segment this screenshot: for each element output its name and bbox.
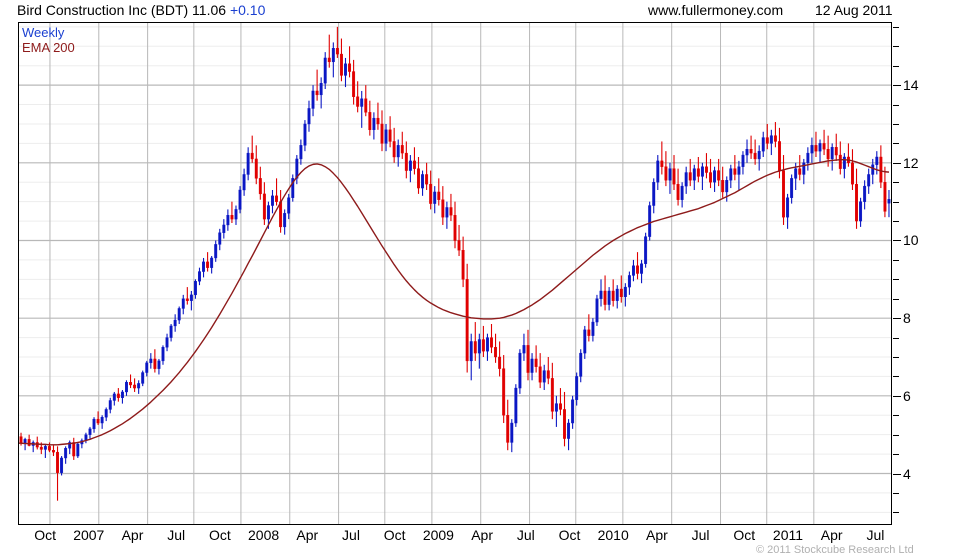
y-axis-tickmark [893, 434, 899, 436]
y-axis-tickmark [893, 46, 899, 48]
price-change: +0.10 [229, 2, 266, 18]
x-axis-label: 2009 [422, 527, 454, 543]
chart-plot-area: Weekly EMA 200 [18, 22, 892, 525]
y-axis-tickmark [893, 221, 899, 223]
x-axis-label: Jul [342, 527, 360, 543]
y-axis-label: 8 [903, 310, 911, 327]
y-axis-label: 12 [903, 154, 919, 171]
x-axis-label: Apr [645, 527, 668, 543]
y-axis-tickmark [893, 318, 901, 320]
y-axis-tickmark [893, 201, 899, 203]
y-axis-tickmark [893, 454, 899, 456]
y-axis-tickmark [893, 240, 901, 242]
chart-date: 12 Aug 2011 [815, 2, 893, 18]
source-website: www.fullermoney.com [648, 2, 784, 18]
chart-header: Bird Construction Inc (BDT) 11.06 +0.10 … [0, 0, 980, 22]
y-axis-tickmark [893, 395, 901, 397]
x-axis: Oct 2007 Apr Jul Oct 2008 Apr Jul Oct 2009 Apr Jul O… [0, 527, 980, 551]
y-axis-label: 14 [903, 77, 919, 94]
legend-item-ema200: EMA 200 [22, 40, 75, 55]
y-axis-tickmark [893, 162, 901, 164]
y-axis-tickmark [893, 337, 899, 339]
y-axis-tickmark [893, 259, 899, 261]
y-axis-tickmark [893, 65, 899, 67]
page-title: Bird Construction Inc (BDT) 11.06 +0.10 [17, 2, 265, 18]
y-axis-tickmark [893, 182, 899, 184]
x-axis-label: Oct [383, 527, 406, 543]
y-axis-tickmark [893, 415, 899, 417]
copyright-notice: © 2011 Stockcube Research Ltd [756, 544, 914, 556]
x-axis-label: Oct [558, 527, 581, 543]
y-axis-tickmark [893, 512, 899, 514]
x-axis-label: Jul [691, 527, 710, 543]
instrument-title: Bird Construction Inc (BDT) 11.06 [17, 2, 227, 18]
y-axis-label: 6 [903, 387, 911, 404]
x-axis-label: Apr [296, 527, 319, 543]
y-axis-tickmark [893, 279, 899, 281]
y-axis-label: 4 [903, 465, 911, 482]
y-axis-tickmark [893, 26, 899, 28]
chart-legend: Weekly EMA 200 [22, 25, 75, 55]
x-axis-label: Oct [34, 527, 56, 543]
x-axis-label: Jul [516, 527, 535, 543]
x-axis-label: Apr [820, 527, 843, 543]
x-axis-label: Oct [733, 527, 756, 543]
chart-gridlines [19, 23, 891, 524]
y-axis-tickmark [893, 376, 899, 378]
x-axis-label: 2008 [248, 527, 280, 543]
x-axis-label: 2011 [772, 527, 804, 543]
y-axis-tickmark [893, 85, 901, 87]
y-axis: 4 6 8 10 12 14 [893, 22, 980, 525]
x-axis-label: 2010 [597, 527, 629, 543]
x-axis-label: 2007 [73, 527, 105, 543]
y-axis-tickmark [893, 298, 899, 300]
y-axis-tickmark [893, 143, 899, 145]
y-axis-label: 10 [903, 232, 919, 249]
y-axis-tickmark [893, 492, 899, 494]
chart-data-series [19, 23, 891, 524]
x-axis-label: Jul [866, 527, 885, 543]
x-axis-label: Apr [121, 527, 144, 543]
y-axis-tickmark [893, 123, 899, 125]
x-axis-label: Jul [167, 527, 186, 543]
y-axis-tickmark [893, 357, 899, 358]
x-axis-label: Oct [209, 527, 231, 543]
legend-item-weekly: Weekly [22, 25, 65, 40]
y-axis-tickmark [893, 473, 901, 475]
x-axis-label: Apr [471, 527, 493, 543]
y-axis-tickmark [893, 104, 899, 106]
